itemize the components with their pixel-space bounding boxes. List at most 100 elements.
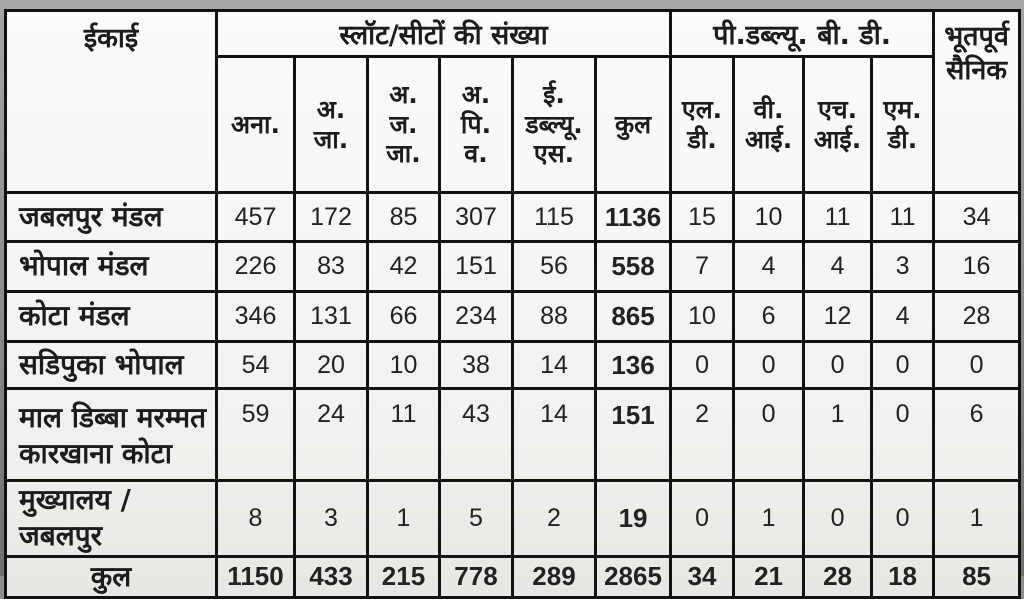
table-row: जबलपुर मंडल 457 172 85 307 115 1136 15 1… [4, 191, 1022, 243]
header-col-obc: अ. पि. व. [438, 55, 514, 194]
row-total-cell: 865 [593, 290, 673, 343]
value-cell: 346 [215, 290, 296, 343]
value-cell: 5 [438, 479, 514, 558]
unit-cell: माल डिब्बा मरम्मत कारखाना कोटा [4, 387, 218, 482]
value-cell: 8 [215, 479, 296, 558]
table-row: भोपाल मंडल 226 83 42 151 56 558 7 4 4 3 … [4, 240, 1022, 293]
header-pwbd-group: पी.डब्ल्यू. बी. डी. [669, 9, 936, 58]
header-slots-group: स्लॉट/सीटों की संख्या [214, 9, 673, 58]
header-col-md: एम. डी. [870, 55, 936, 194]
row-total-cell: 1136 [593, 191, 673, 243]
value-cell: 0 [870, 387, 936, 482]
value-cell: 11 [802, 191, 874, 243]
value-cell: 0 [802, 479, 874, 558]
grand-total-row: कुल 1150 433 215 778 289 2865 34 21 28 1… [4, 554, 1022, 599]
total-value-cell: 1150 [215, 554, 296, 599]
value-cell: 59 [215, 387, 296, 482]
header-col-hi: एच. आई. [802, 55, 874, 194]
value-cell: 0 [870, 340, 936, 390]
value-cell: 20 [293, 340, 369, 390]
value-cell: 226 [215, 240, 296, 293]
value-cell: 115 [511, 191, 597, 243]
value-cell: 56 [511, 240, 597, 293]
row-total-cell: 136 [593, 340, 673, 390]
value-cell: 16 [932, 240, 1022, 293]
total-value-cell: 28 [802, 554, 874, 599]
total-value-cell: 18 [870, 554, 936, 599]
value-cell: 0 [669, 340, 736, 390]
value-cell: 3 [293, 479, 369, 558]
value-cell: 0 [732, 340, 806, 390]
unit-cell: कोटा मंडल [4, 290, 218, 343]
total-value-cell: 433 [293, 554, 369, 599]
value-cell: 4 [870, 290, 936, 343]
total-value-cell: 215 [366, 554, 441, 599]
value-cell: 0 [732, 387, 806, 482]
value-cell: 10 [366, 340, 441, 390]
value-cell: 38 [438, 340, 514, 390]
value-cell: 14 [511, 340, 597, 390]
value-cell: 6 [932, 387, 1022, 482]
table-row: कोटा मंडल 346 131 66 234 88 865 10 6 12 … [4, 290, 1022, 343]
total-value-cell: 2865 [593, 554, 673, 599]
value-cell: 457 [215, 191, 296, 243]
value-cell: 14 [511, 387, 597, 482]
value-cell: 34 [932, 191, 1022, 243]
value-cell: 85 [366, 191, 441, 243]
header-col-ld: एल. डी. [669, 55, 736, 194]
total-value-cell: 778 [438, 554, 514, 599]
unit-cell: भोपाल मंडल [4, 240, 218, 293]
header-row-subcols: अना. अ. जा. अ. ज. जा. अ. पि. व. ई. डब्ल्… [6, 55, 1020, 194]
value-cell: 6 [732, 290, 806, 343]
table-row: मुख्यालय / जबलपुर 8 3 1 5 2 19 0 1 0 0 1 [4, 479, 1022, 558]
header-col-vi: वी. आई. [732, 55, 806, 194]
value-cell: 83 [293, 240, 369, 293]
value-cell: 12 [802, 290, 874, 343]
value-cell: 11 [366, 387, 441, 482]
value-cell: 131 [293, 290, 369, 343]
value-cell: 151 [438, 240, 514, 293]
value-cell: 10 [732, 191, 806, 243]
header-ex-serviceman: भूतपूर्व सैनिक [932, 9, 1022, 194]
total-value-cell: 21 [732, 554, 806, 599]
value-cell: 28 [932, 290, 1022, 343]
value-cell: 54 [215, 340, 296, 390]
value-cell: 11 [870, 191, 936, 243]
value-cell: 172 [293, 191, 369, 243]
value-cell: 1 [732, 479, 806, 558]
header-row-groups: ईकाई स्लॉट/सीटों की संख्या पी.डब्ल्यू. ब… [4, 9, 1022, 194]
value-cell: 7 [669, 240, 736, 293]
row-total-cell: 151 [593, 387, 673, 482]
value-cell: 2 [669, 387, 736, 482]
row-total-cell: 558 [593, 240, 673, 293]
total-value-cell: 85 [932, 554, 1022, 599]
value-cell: 0 [669, 479, 736, 558]
value-cell: 1 [366, 479, 441, 558]
value-cell: 2 [511, 479, 597, 558]
value-cell: 0 [870, 479, 936, 558]
unit-cell: मुख्यालय / जबलपुर [4, 479, 218, 558]
value-cell: 4 [732, 240, 806, 293]
header-col-una: अना. [215, 55, 296, 194]
value-cell: 0 [932, 340, 1022, 390]
header-col-sc: अ. जा. [293, 55, 369, 194]
value-cell: 234 [438, 290, 514, 343]
value-cell: 42 [366, 240, 441, 293]
value-cell: 3 [870, 240, 936, 293]
unit-cell: सडिपुका भोपाल [4, 340, 218, 390]
header-col-total: कुल [593, 55, 673, 194]
value-cell: 24 [293, 387, 369, 482]
value-cell: 43 [438, 387, 514, 482]
total-value-cell: 289 [511, 554, 597, 599]
header-col-ews: ई. डब्ल्यू. एस. [511, 55, 597, 194]
table-row: माल डिब्बा मरम्मत कारखाना कोटा 59 24 11 … [4, 387, 1022, 482]
header-col-st: अ. ज. जा. [366, 55, 441, 194]
value-cell: 1 [932, 479, 1022, 558]
value-cell: 66 [366, 290, 441, 343]
table-row: सडिपुका भोपाल 54 20 10 38 14 136 0 0 0 0… [4, 340, 1022, 390]
total-label-cell: कुल [4, 554, 218, 599]
unit-cell: जबलपुर मंडल [4, 191, 218, 243]
value-cell: 0 [802, 340, 874, 390]
header-unit: ईकाई [4, 9, 218, 194]
row-total-cell: 19 [593, 479, 673, 558]
